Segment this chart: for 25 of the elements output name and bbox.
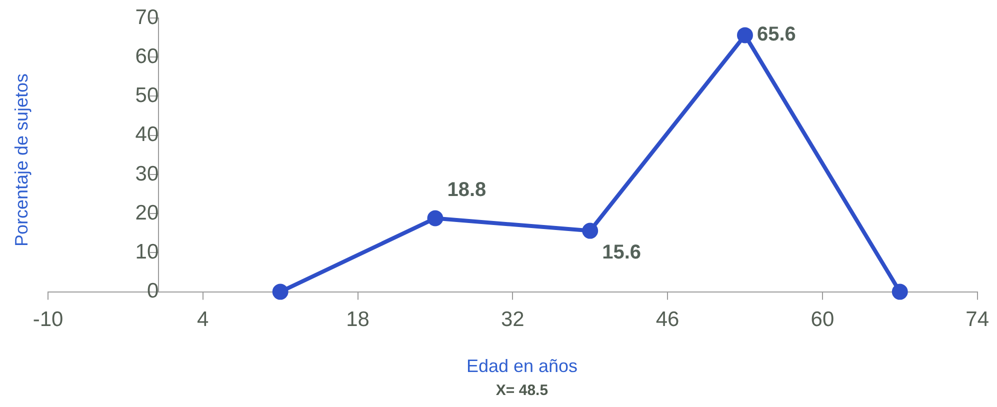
- data-label: 15.6: [602, 241, 642, 264]
- text: X= 48.5: [496, 382, 548, 399]
- point: [272, 284, 288, 300]
- y-tick-label: 20: [135, 201, 159, 224]
- x-tick-label: 32: [500, 308, 524, 332]
- point: [892, 284, 908, 300]
- y-tick-label: 10: [135, 240, 159, 264]
- x-tick-label: 74: [966, 308, 990, 332]
- x-tick-label: 60: [810, 308, 834, 332]
- y-tick-label: 50: [135, 84, 159, 108]
- y-tick-label: 70: [135, 6, 159, 29]
- x-tick-label: 18: [346, 308, 370, 332]
- y-tick-label: 60: [135, 44, 159, 68]
- data-label: 65.6: [756, 24, 796, 46]
- x-tick-label: 46: [656, 308, 680, 332]
- y-axis-title: Porcentaje de sujetos: [12, 73, 32, 247]
- data-label: 18.8: [447, 178, 486, 201]
- x-tick-label: 4: [197, 308, 210, 332]
- x-tick-label: -10: [32, 308, 64, 332]
- point: [582, 222, 598, 239]
- point: [736, 27, 753, 44]
- y-tick-label: 30: [135, 162, 159, 186]
- point: [427, 210, 444, 226]
- y-tick-label: 40: [135, 123, 159, 146]
- x-axis-title: Edad en años: [466, 356, 578, 377]
